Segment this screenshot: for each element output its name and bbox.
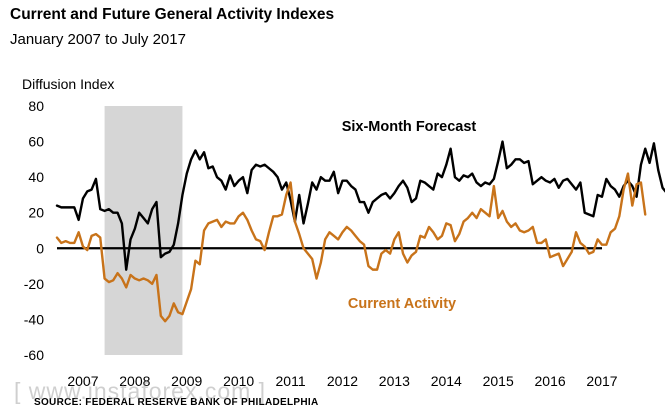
source-note: SOURCE: FEDERAL RESERVE BANK OF PHILADEL… bbox=[34, 397, 319, 408]
annotations: Six-Month Forecast Current Activity bbox=[342, 119, 477, 312]
y-tick-label: 0 bbox=[36, 240, 44, 256]
x-tick-label: 2013 bbox=[379, 373, 410, 389]
recession-shading bbox=[104, 106, 183, 355]
x-tick-label: 2008 bbox=[119, 373, 150, 389]
x-tick-label: 2016 bbox=[535, 373, 566, 389]
y-tick-label: 80 bbox=[28, 98, 44, 114]
watermark-logo: [ www.instaforex.com ] bbox=[14, 378, 267, 404]
series-line-current bbox=[55, 172, 647, 323]
chart-title: Current and Future General Activity Inde… bbox=[10, 6, 335, 23]
y-tick-label: 20 bbox=[28, 205, 44, 221]
series-label-forecast: Six-Month Forecast bbox=[342, 119, 477, 135]
x-tick-label: 2011 bbox=[276, 373, 306, 389]
y-axis-ticks: 80 60 40 20 0 -20 -40 -60 bbox=[24, 98, 602, 363]
x-tick-label: 2014 bbox=[431, 373, 462, 389]
y-tick-label: 60 bbox=[28, 134, 44, 150]
y-tick-label: -40 bbox=[24, 311, 44, 327]
y-axis-label: Diffusion Index bbox=[22, 76, 115, 92]
y-tick-label: 40 bbox=[28, 169, 44, 185]
x-tick-label: 2015 bbox=[483, 373, 514, 389]
x-tick-label: 2017 bbox=[586, 373, 617, 389]
background-layer bbox=[104, 106, 183, 355]
chart-subtitle: January 2007 to July 2017 bbox=[10, 31, 186, 48]
series-line-forecast bbox=[55, 140, 665, 271]
x-tick-label: 2007 bbox=[67, 373, 98, 389]
x-axis-labels: 2007 2008 2009 2010 2011 2012 2013 2014 2015 2016… bbox=[67, 373, 617, 389]
series-label-current: Current Activity bbox=[348, 296, 456, 312]
x-tick-label: 2010 bbox=[223, 373, 254, 389]
x-tick-label: 2009 bbox=[171, 373, 202, 389]
y-tick-label: -20 bbox=[24, 276, 44, 292]
x-tick-label: 2012 bbox=[327, 373, 358, 389]
y-tick-label: -60 bbox=[24, 347, 44, 363]
series-layer bbox=[55, 140, 665, 323]
